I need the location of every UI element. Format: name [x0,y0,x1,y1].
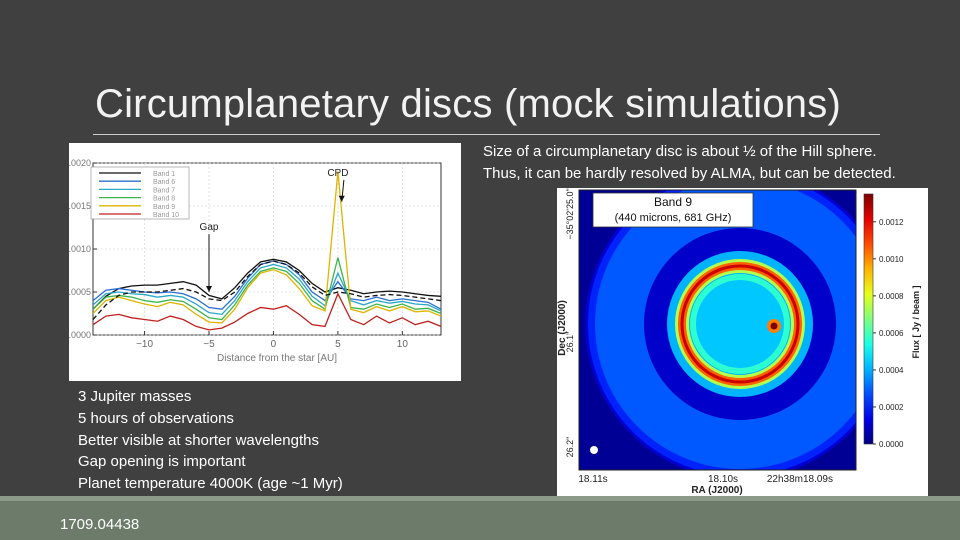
colorbar [863,193,874,445]
map-subtitle: (440 microns, 681 GHz) [615,212,732,224]
map-tick-label-y: −35°02'25.0" [565,188,575,239]
tick-label-x: 5 [335,339,341,350]
colorbar-tick-label: 0.0006 [879,329,904,338]
radial-profile-chart: 0.0000 0.0005 0.0010 0.0015 0.0020 −10 −5 0 5 10 D… [56,158,442,364]
tick-label-x: −10 [136,339,153,350]
legend-label: Band 7 [153,187,175,194]
description-line: Size of a circumplanetary disc is about … [483,143,877,160]
series-line [92,171,442,324]
alma-map-chart: Band 9 (440 microns, 681 GHz) −35°02'25.0"… [557,188,921,496]
tick-label-y: 0.0005 [69,287,91,297]
x-axis-label: Distance from the star [AU] [217,353,337,364]
map-tick-label-x: 22h38m18.09s [767,474,833,485]
tick-label-x: 10 [397,339,409,350]
tick-label-x: 0 [271,339,277,350]
legend-label: Band 1 [153,171,175,178]
series-line [92,257,442,321]
map-tick-label-y: 26.1" [565,332,575,353]
tick-label-y: 0.0000 [69,330,91,340]
bullet-item: Planet temperature 4000K (age ~1 Myr) [78,475,343,493]
tick-label-x: −5 [203,339,215,350]
annotation-label: Gap [200,222,219,233]
colorbar-tick-label: 0.0008 [879,292,904,301]
title-underline [93,134,880,135]
map-tick-label-x: 18.11s [578,474,607,485]
bullet-item: 5 hours of observations [78,409,234,427]
tick-label-y: 0.0010 [69,244,91,254]
footer-accent-line [0,496,960,501]
colorbar-tick-label: 0.0012 [879,218,904,227]
map-y-axis-label: Dec (J2000) [557,300,568,356]
colorbar-tick-label: 0.0000 [879,440,904,449]
map-tick-label-y: 26.2" [565,437,575,458]
colorbar-tick-label: 0.0004 [879,366,904,375]
slide-title: Circumplanetary discs (mock simulations) [95,82,841,126]
legend-label: Band 8 [153,196,175,203]
radial-profile-figure: 0.0000 0.0005 0.0010 0.0015 0.0020 −10 −5 0 5 10 D… [56,143,461,381]
bullet-item: Gap opening is important [78,453,246,471]
map-title-box [592,192,754,228]
legend-label: Band 6 [153,179,175,186]
colorbar-tick-label: 0.0010 [879,255,904,264]
outer-disc-edge [585,190,856,470]
map-title: Band 9 [654,195,692,209]
colorbar-tick-label: 0.0002 [879,403,904,412]
tick-label-y: 0.0020 [69,158,91,168]
description-line: Thus, it can be hardly resolved by ALMA,… [483,165,896,182]
legend-label: Band 9 [153,204,175,211]
bullet-item: Better visible at shorter wavelengths [78,431,319,449]
footer-bar [0,496,960,540]
map-frame [578,189,857,471]
tick-label-y: 0.0015 [69,201,91,211]
arxiv-reference: 1709.04438 [60,516,140,533]
map-x-axis-label: RA (J2000) [691,485,742,496]
ring-peak [680,264,800,384]
series-line [92,292,442,331]
series-line [92,263,442,316]
colorbar-label: Flux [ Jy / beam ] [911,285,921,358]
map-tick-label-x: 18.10s [708,474,738,485]
bullet-list: 3 Jupiter masses 5 hours of observations… [78,386,343,495]
series-line [92,260,442,320]
cpd-peak [770,322,778,330]
map-image [579,190,856,470]
description: Size of a circumplanetary disc is about … [483,141,896,185]
annotation-arrowhead [206,286,212,292]
beam-marker [590,446,598,454]
alma-map-figure: Band 9 (440 microns, 681 GHz) −35°02'25.0"… [557,188,928,496]
ring-interior [696,280,784,368]
legend-box [90,166,190,220]
series-line [92,258,442,310]
legend-label: Band 10 [153,212,179,219]
annotation-arrowhead [338,195,345,202]
annotation-label: CPD [327,168,348,179]
bullet-item: 3 Jupiter masses [78,388,192,405]
